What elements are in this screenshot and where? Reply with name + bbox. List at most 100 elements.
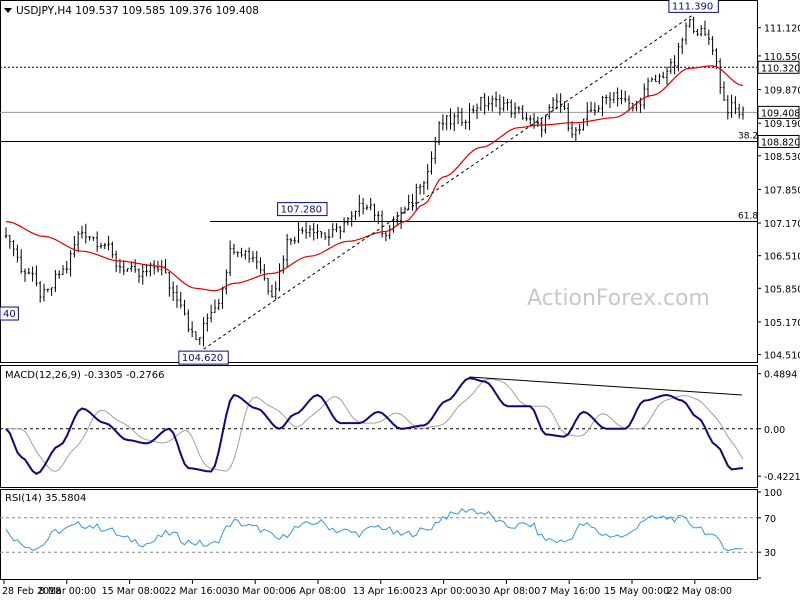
- level-price-box: [757, 60, 800, 74]
- rsi-label: RSI(14) 35.5804: [5, 493, 86, 504]
- price-candle: [715, 48, 718, 69]
- price-candle: [57, 270, 61, 279]
- symbol-header: USDJPY,H4 109.537 109.585 109.376 109.40…: [16, 5, 259, 17]
- price-annotation-label: 111.390: [672, 1, 713, 12]
- price-candle: [441, 114, 445, 131]
- price-candle: [361, 197, 365, 215]
- price-candle: [426, 164, 429, 190]
- price-candle: [681, 37, 684, 55]
- price-candle: [251, 251, 255, 263]
- price-candle: [149, 262, 152, 277]
- price-candle: [658, 73, 661, 85]
- level-price-label: 110.320: [761, 63, 800, 74]
- x-tick-label: 7 May 16:00: [541, 586, 600, 597]
- price-candle: [190, 321, 194, 338]
- price-candle: [335, 223, 338, 233]
- price-candle: [65, 260, 68, 274]
- price-tick-label: 107.170: [764, 219, 800, 230]
- price-candle: [696, 29, 699, 37]
- price-candle: [236, 251, 239, 258]
- price-candle: [692, 16, 695, 34]
- price-annotation-box: [178, 350, 229, 365]
- collapse-arrow-icon[interactable]: [4, 8, 12, 13]
- price-candle: [61, 265, 65, 276]
- price-candle: [532, 113, 536, 129]
- price-candle: [19, 249, 23, 274]
- price-candle: [734, 96, 737, 115]
- price-candle: [677, 42, 680, 72]
- price-candle: [316, 224, 319, 240]
- price-candle: [50, 287, 53, 296]
- price-candle: [331, 223, 334, 238]
- price-candle: [266, 278, 270, 295]
- price-candle: [69, 250, 72, 277]
- price-candle: [122, 260, 125, 276]
- price-candle: [646, 77, 650, 98]
- price-candle: [202, 317, 205, 347]
- price-candle: [601, 95, 604, 117]
- price-candle: [559, 93, 562, 113]
- price-candle: [567, 103, 570, 132]
- price-annotation-label: 107.280: [281, 205, 322, 216]
- price-tick-label: 104.510: [764, 351, 800, 362]
- price-candle: [244, 249, 247, 260]
- price-candle: [228, 240, 232, 276]
- price-candle: [171, 281, 175, 302]
- rsi-tick-label: 100: [764, 488, 782, 499]
- price-candle: [479, 96, 483, 111]
- price-tick-label: 107.850: [764, 185, 800, 196]
- price-tick-label: 105.170: [764, 318, 800, 329]
- price-candle: [111, 241, 114, 259]
- price-candle: [133, 259, 137, 273]
- price-candle: [103, 243, 106, 250]
- price-candle: [80, 225, 84, 239]
- axes: 111.120 110.550 109.870 109.190 108.530 107.8…: [2, 24, 800, 597]
- price-candle: [707, 29, 711, 45]
- price-candle: [684, 22, 688, 45]
- price-annotation-box: [0, 306, 19, 321]
- price-candle: [574, 127, 578, 143]
- price-candle: [179, 291, 182, 309]
- price-candle: [722, 81, 726, 102]
- price-candle: [673, 55, 676, 75]
- price-annotation-box: [668, 0, 719, 13]
- price-candle: [510, 99, 513, 118]
- fib-label: 38.2: [738, 131, 758, 141]
- price-candle: [46, 288, 49, 293]
- x-tick-label: 22 Mar 16:00: [164, 586, 227, 597]
- trendline: [203, 13, 694, 350]
- x-tick-label: 23 Apr 00:00: [416, 586, 478, 597]
- price-candle: [422, 180, 426, 195]
- rsi-line: [5, 507, 744, 552]
- price-candle: [608, 92, 612, 109]
- price-candle: [491, 95, 494, 112]
- price-candle: [358, 194, 361, 217]
- price-candle: [430, 151, 433, 175]
- price-candle: [107, 235, 110, 251]
- price-candle: [472, 105, 475, 114]
- price-candle: [624, 90, 627, 103]
- price-candle: [369, 197, 372, 211]
- price-candle: [418, 183, 422, 195]
- macd-signal-line: [6, 378, 744, 472]
- price-candle: [270, 284, 274, 298]
- x-tick-label: 15 Mar 08:00: [102, 586, 165, 597]
- price-tick-label: 109.870: [764, 86, 800, 97]
- price-candle: [187, 309, 190, 333]
- price-candle: [137, 268, 141, 283]
- rsi-tick-label: 70: [764, 514, 776, 525]
- x-tick-label: 22 May 08:00: [667, 586, 732, 597]
- price-candle: [168, 272, 171, 297]
- macd-label: MACD(12,26,9) -0.3305 -0.2766: [5, 370, 165, 381]
- price-candle: [88, 236, 91, 241]
- price-candle: [475, 103, 479, 119]
- price-candle: [373, 203, 376, 222]
- watermark: ActionForex.com: [527, 286, 710, 311]
- price-candle: [551, 97, 555, 112]
- price-candle: [141, 264, 144, 285]
- price-candle: [529, 115, 532, 125]
- level-price-box: [757, 134, 800, 148]
- price-candle: [548, 104, 551, 120]
- price-candle: [342, 217, 346, 233]
- price-candle: [350, 211, 353, 227]
